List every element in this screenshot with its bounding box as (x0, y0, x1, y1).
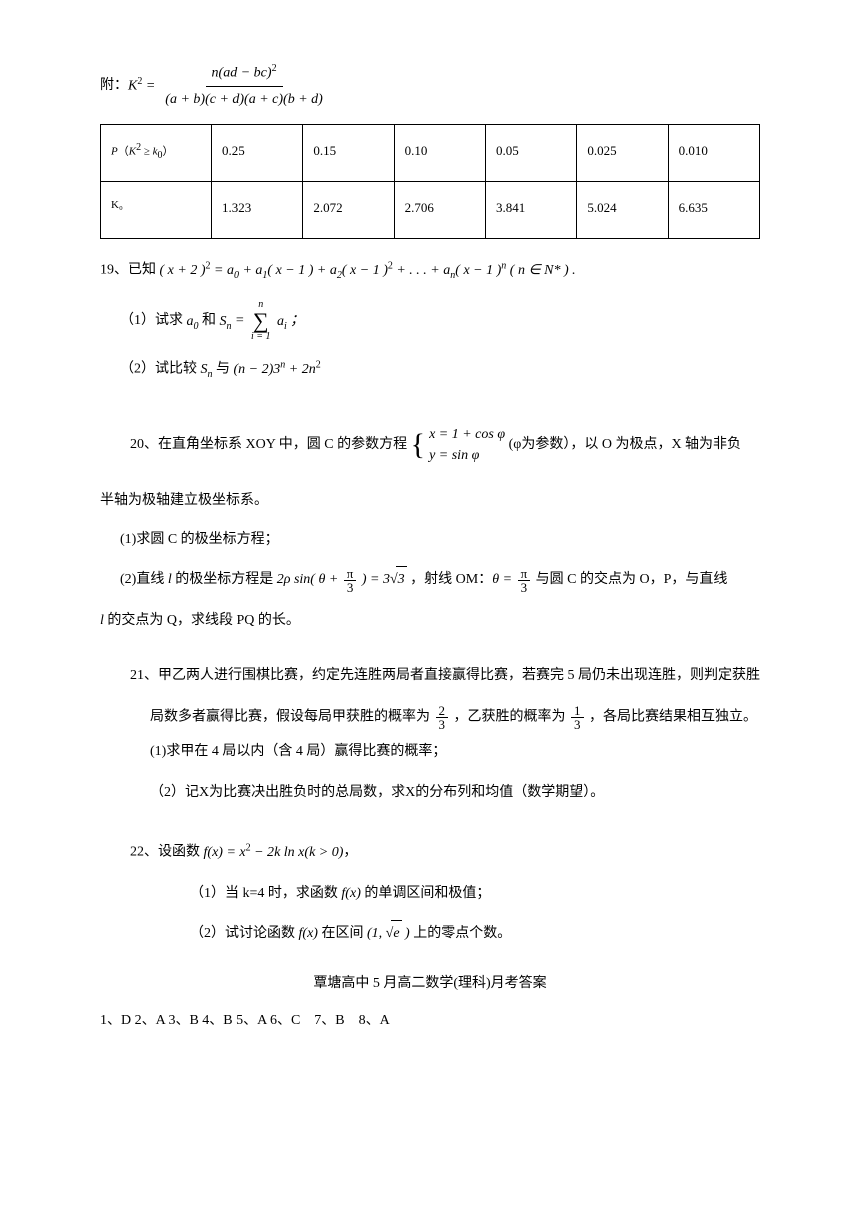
table-cell: 5.024 (577, 182, 668, 239)
table-cell: 0.025 (577, 125, 668, 182)
pi-num: π (344, 567, 357, 581)
pi-den: 3 (344, 581, 357, 594)
brace-bot: y = sin φ (429, 445, 505, 466)
table-cell: 2.072 (303, 182, 394, 239)
question-21: 21、甲乙两人进行围棋比赛，约定先连胜两局者直接赢得比赛，若赛完 5 局仍未出现… (130, 663, 790, 688)
q20-part2c: l 的交点为 Q，求线段 PQ 的长。 (100, 608, 790, 633)
question-19: 19、已知 ( x + 2 )2 = a0 + a1( x − 1 ) + a2… (100, 257, 790, 284)
formula-lhs: K2 = (128, 73, 155, 99)
chi-square-table: P（K2 ≥ k0） 0.25 0.15 0.10 0.05 0.025 0.0… (100, 124, 760, 239)
formula-fraction: n(ad − bc)2 (a + b)(c + d)(a + c)(b + d) (159, 60, 329, 112)
q22-part2: （2）试讨论函数 f(x) 在区间 (1, √e ) 上的零点个数。 (190, 920, 790, 946)
formula-attachment: 附： K2 = n(ad − bc)2 (a + b)(c + d)(a + c… (70, 60, 790, 112)
table-row: P（K2 ≥ k0） 0.25 0.15 0.10 0.05 0.025 0.0… (101, 125, 760, 182)
q20-part2: (2)直线 l 的极坐标方程是 2ρ sin( θ + π3 ) = 3√3 ，… (120, 566, 790, 593)
formula-numerator: n(ad − bc)2 (206, 60, 283, 87)
q19-sn: Sn = (220, 314, 248, 329)
q19-part2: （2）试比较 Sn 与 (n − 2)3n + 2n2 (120, 356, 790, 383)
parametric-brace: { x = 1 + cos φ y = sin φ (411, 418, 505, 472)
q20-part1: (1)求圆 C 的极坐标方程； (120, 527, 790, 552)
q19-and: 和 (202, 314, 216, 329)
q21-line2b: ，乙获胜的概率为 (454, 710, 566, 725)
pi-den2: 3 (518, 581, 531, 594)
answers-title: 覃塘高中 5 月高二数学(理科)月考答案 (70, 971, 790, 996)
q21-line2c: ，各局比赛结果相互独立。 (589, 710, 757, 725)
sigma-icon: ∑ (253, 310, 269, 332)
table-cell: 3.841 (485, 182, 576, 239)
sum-body: ai ； (277, 314, 304, 329)
table-cell: 0.10 (394, 125, 485, 182)
table-cell: 0.010 (668, 125, 759, 182)
table-cell: 0.15 (303, 125, 394, 182)
table-cell: 6.635 (668, 182, 759, 239)
q22-part1: （1）当 k=4 时，求函数 f(x) 的单调区间和极值； (190, 881, 790, 906)
q21-line2: 局数多者赢得比赛，假设每局甲获胜的概率为 23 ，乙获胜的概率为 13 ，各局比… (150, 704, 790, 731)
sum-lower: i = 1 (251, 332, 271, 342)
table-header-p: P（K2 ≥ k0） (101, 125, 212, 182)
table-cell: 0.05 (485, 125, 576, 182)
q19-part1: （1）试求 a0 和 Sn = n ∑ i = 1 ai ； (120, 300, 790, 342)
q21-part1: (1)求甲在 4 局以内（含 4 局）赢得比赛的概率； (150, 739, 790, 764)
q20-line2: 半轴为极轴建立极坐标系。 (100, 488, 790, 513)
brace-icon: { (411, 418, 425, 472)
q19-part1-label: （1）试求 (120, 314, 183, 329)
q19-label: 19、已知 (100, 263, 156, 278)
table-cell: 0.25 (212, 125, 303, 182)
table-header-k0: K₀ (101, 182, 212, 239)
q20-line1b: (φ为参数），以 O 为极点，X 轴为非负 (509, 437, 741, 452)
question-22: 22、设函数 f(x) = x2 − 2k ln x(k > 0)， (130, 839, 790, 865)
question-20: 20、在直角坐标系 XOY 中，圆 C 的参数方程 { x = 1 + cos … (130, 418, 790, 472)
q19-a0: a0 (187, 314, 199, 329)
answers-line: 1、D 2、A 3、B 4、B 5、A 6、C 7、B 8、A (100, 1008, 790, 1033)
q21-part2: （2）记X为比赛决出胜负时的总局数，求X的分布列和均值（数学期望）。 (150, 780, 790, 805)
q20-line1a: 20、在直角坐标系 XOY 中，圆 C 的参数方程 (130, 437, 407, 452)
sum-symbol: n ∑ i = 1 (251, 300, 271, 342)
formula-denominator: (a + b)(c + d)(a + c)(b + d) (159, 87, 329, 112)
formula-prefix: 附： (100, 73, 128, 98)
q21-line2a: 局数多者赢得比赛，假设每局甲获胜的概率为 (150, 710, 430, 725)
fraction-1-3: 13 (571, 704, 584, 731)
table-row: K₀ 1.323 2.072 2.706 3.841 5.024 6.635 (101, 182, 760, 239)
pi-num2: π (518, 567, 531, 581)
table-cell: 1.323 (212, 182, 303, 239)
fraction-2-3: 23 (436, 704, 449, 731)
brace-top: x = 1 + cos φ (429, 424, 505, 445)
table-cell: 2.706 (394, 182, 485, 239)
q19-expression: ( x + 2 )2 = a0 + a1( x − 1 ) + a2( x − … (160, 263, 576, 278)
q21-line1: 21、甲乙两人进行围棋比赛，约定先连胜两局者直接赢得比赛，若赛完 5 局仍未出现… (130, 668, 760, 683)
